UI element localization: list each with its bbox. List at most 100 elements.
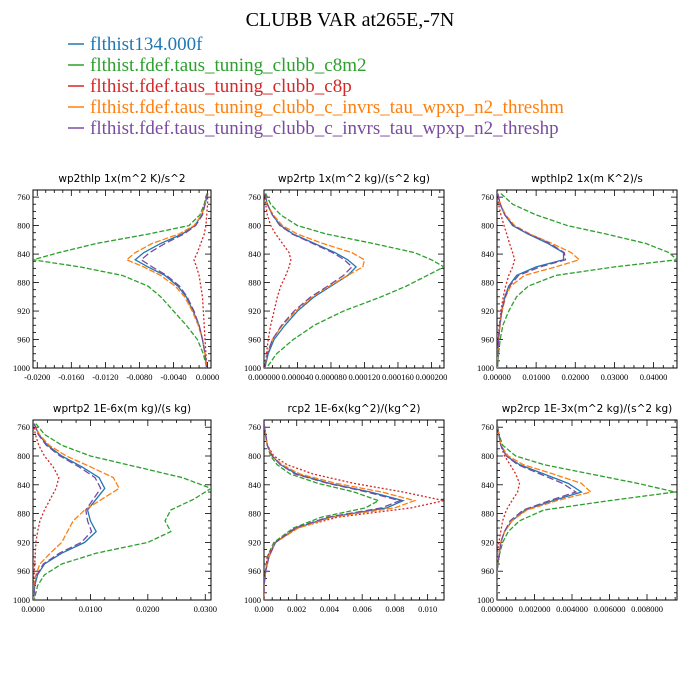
y-tick-label: 960 xyxy=(481,566,494,576)
y-tick-label: 960 xyxy=(248,335,261,345)
panel-title: wp2rcp 1E-3x(m^2 kg)/(s^2 kg) xyxy=(502,403,673,415)
y-tick-label: 1000 xyxy=(477,363,494,373)
panel-title: wpthlp2 1x(m K^2)/s xyxy=(531,173,643,185)
series-group xyxy=(33,193,209,368)
legend-entry-2: flthist.fdef.taus_tuning_clubb_c8m2 xyxy=(68,55,367,76)
series-line-4 xyxy=(497,423,593,600)
panel-title: rcp2 1E-6x(kg^2)/(kg^2) xyxy=(288,403,421,415)
x-tick-label: 0.03000 xyxy=(601,372,629,382)
series-line-1 xyxy=(264,193,358,368)
x-tick-label: 0.02000 xyxy=(561,372,589,382)
x-tick-label: 0.04000 xyxy=(640,372,668,382)
y-tick-label: 800 xyxy=(17,451,30,461)
panel-4: wprtp2 1E-6x(m kg)/(s kg) 760 800 840 880 920… xyxy=(13,403,217,614)
y-tick-label: 840 xyxy=(17,249,30,259)
y-tick-label: 920 xyxy=(17,306,30,316)
series-group xyxy=(33,423,211,600)
y-tick-label: 1000 xyxy=(244,363,261,373)
y-tick-label: 1000 xyxy=(244,595,261,605)
series-line-2 xyxy=(265,193,444,368)
y-tick-label: 1000 xyxy=(477,595,494,605)
y-tick-label: 920 xyxy=(481,537,494,547)
legend-label: flthist.fdef.taus_tuning_clubb_c8m2 xyxy=(90,55,367,76)
y-tick-label: 760 xyxy=(481,192,494,202)
x-tick-label: -0.0080 xyxy=(126,372,152,382)
x-tick-label: 0.000 xyxy=(254,604,273,614)
y-tick-label: 840 xyxy=(481,480,494,490)
y-tick-label: 880 xyxy=(481,278,494,288)
panel-6: wp2rcp 1E-3x(m^2 kg)/(s^2 kg) 760 800 840 88… xyxy=(477,403,678,614)
series-line-2 xyxy=(497,423,676,600)
x-tick-label: 0.002 xyxy=(287,604,306,614)
y-tick-label: 760 xyxy=(248,192,261,202)
y-tick-label: 800 xyxy=(17,221,30,231)
series-line-5 xyxy=(264,193,353,368)
y-tick-label: 920 xyxy=(248,537,261,547)
series-line-5 xyxy=(33,423,102,600)
series-line-1 xyxy=(264,423,406,600)
plot-frame xyxy=(32,419,212,601)
legend-entry-3: flthist.fdef.taus_tuning_clubb_c8p xyxy=(68,76,352,97)
x-tick-label: 0.0000 xyxy=(21,604,44,614)
y-tick-label: 880 xyxy=(17,509,30,519)
x-tick-label: -0.0160 xyxy=(58,372,84,382)
legend: flthist134.000f flthist.fdef.taus_tuning… xyxy=(68,34,564,139)
y-tick-label: 880 xyxy=(248,509,261,519)
series-line-5 xyxy=(140,193,209,368)
panel-grid: wp2thlp 1x(m^2 K)/s^2 760 800 840 880 920 960 1… xyxy=(13,173,678,614)
y-tick-label: 840 xyxy=(17,480,30,490)
series-line-3 xyxy=(264,423,444,600)
series-line-5 xyxy=(497,193,567,368)
series-line-4 xyxy=(497,193,581,368)
y-tick-label: 800 xyxy=(481,451,494,461)
legend-label: flthist.fdef.taus_tuning_clubb_c8p xyxy=(90,76,352,97)
y-tick-label: 800 xyxy=(248,451,261,461)
y-tick-label: 800 xyxy=(248,221,261,231)
plot-frame xyxy=(496,419,678,601)
y-tick-label: 920 xyxy=(248,306,261,316)
legend-entry-4: flthist.fdef.taus_tuning_clubb_c_invrs_t… xyxy=(68,97,564,118)
series-line-4 xyxy=(33,423,120,600)
x-tick-label: 0.000000 xyxy=(481,604,513,614)
series-line-1 xyxy=(134,193,209,368)
legend-entry-5: flthist.fdef.taus_tuning_clubb_c_invrs_t… xyxy=(68,118,559,139)
plot-frame xyxy=(32,189,212,369)
panel-5: rcp2 1E-6x(kg^2)/(kg^2) 760 800 840 880 920 96… xyxy=(244,403,445,614)
x-tick-label: 0.0200 xyxy=(136,604,159,614)
y-tick-label: 760 xyxy=(17,422,30,432)
y-tick-label: 1000 xyxy=(13,595,30,605)
series-line-2 xyxy=(33,423,211,600)
x-tick-label: 0.0000 xyxy=(196,372,219,382)
series-line-5 xyxy=(497,423,578,600)
y-tick-label: 760 xyxy=(248,422,261,432)
y-tick-label: 1000 xyxy=(13,363,30,373)
series-line-3 xyxy=(193,193,209,368)
y-tick-label: 880 xyxy=(248,278,261,288)
series-line-2 xyxy=(497,193,677,368)
x-tick-label: 0.000000 xyxy=(248,372,280,382)
y-tick-label: 840 xyxy=(248,249,261,259)
series-group xyxy=(264,423,444,600)
legend-label: flthist.fdef.taus_tuning_clubb_c_invrs_t… xyxy=(90,97,564,118)
series-line-1 xyxy=(33,423,106,600)
y-tick-label: 960 xyxy=(248,566,261,576)
x-tick-label: 0.000040 xyxy=(282,372,314,382)
x-tick-label: 0.0100 xyxy=(79,604,102,614)
panel-3: wpthlp2 1x(m K^2)/s 760 800 840 880 920 960 100… xyxy=(477,173,678,382)
series-line-2 xyxy=(33,193,208,368)
y-tick-label: 960 xyxy=(17,566,30,576)
panel-1: wp2thlp 1x(m^2 K)/s^2 760 800 840 880 920 960 1… xyxy=(13,173,219,382)
y-tick-label: 920 xyxy=(481,306,494,316)
x-tick-label: 0.000160 xyxy=(382,372,414,382)
series-line-3 xyxy=(33,423,60,600)
x-tick-label: 0.000080 xyxy=(315,372,347,382)
plot-frame xyxy=(263,189,445,369)
x-tick-label: 0.006000 xyxy=(594,604,626,614)
series-line-3 xyxy=(264,193,292,368)
legend-label: flthist134.000f xyxy=(90,34,203,55)
series-line-4 xyxy=(264,423,417,600)
y-tick-label: 880 xyxy=(17,278,30,288)
x-tick-label: 0.004000 xyxy=(556,604,588,614)
series-line-1 xyxy=(497,193,565,368)
